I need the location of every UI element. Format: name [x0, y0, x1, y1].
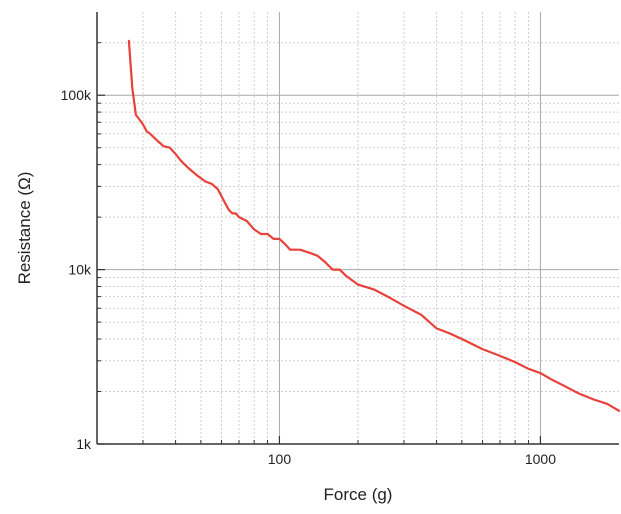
x-tick-label: 1000 [525, 451, 556, 467]
axis-ticks [97, 42, 542, 445]
resistance-line [127, 39, 621, 412]
major-gridlines [97, 12, 619, 444]
x-axis-label: Force (g) [324, 485, 393, 504]
y-tick-label: 10k [68, 262, 92, 278]
y-tick-label: 1k [76, 436, 92, 452]
y-tick-label: 100k [61, 87, 92, 103]
x-tick-label: 100 [268, 451, 292, 467]
minor-gridlines [97, 12, 619, 444]
data-series [127, 39, 621, 412]
tick-labels: 100 1000 1k 10k 100k [61, 87, 557, 467]
y-axis-label: Resistance (Ω) [15, 172, 34, 285]
